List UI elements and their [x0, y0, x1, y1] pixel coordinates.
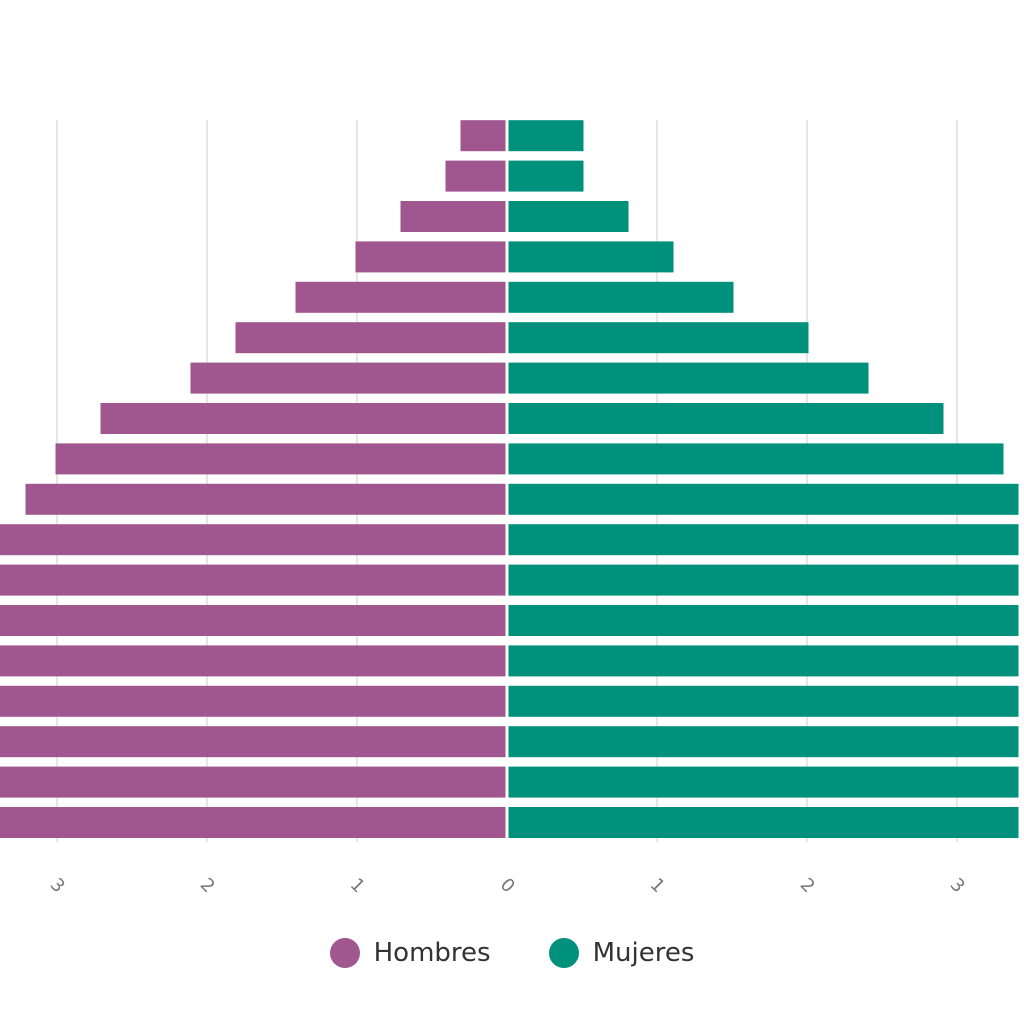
x-tick-label: 3	[46, 874, 69, 897]
bar-hombres[interactable]	[0, 605, 506, 636]
bar-hombres[interactable]	[55, 443, 506, 475]
legend-marker-mujeres	[548, 938, 579, 968]
x-tick-label: 2	[196, 874, 219, 897]
bar-hombres[interactable]	[0, 685, 506, 717]
bar-mujeres[interactable]	[508, 524, 1019, 556]
bar-hombres[interactable]	[295, 281, 506, 313]
bar-mujeres[interactable]	[508, 766, 1019, 798]
bar-mujeres[interactable]	[508, 403, 944, 434]
bar-hombres[interactable]	[0, 564, 506, 596]
legend: Hombres Mujeres	[0, 938, 1024, 968]
legend-item-hombres[interactable]: Hombres	[329, 938, 491, 968]
bar-mujeres[interactable]	[508, 443, 1004, 475]
bar-mujeres[interactable]	[508, 685, 1019, 717]
bar-mujeres[interactable]	[508, 807, 1019, 838]
bar-hombres[interactable]	[445, 160, 506, 192]
bar-hombres[interactable]	[100, 403, 506, 434]
x-tick-label: 2	[796, 874, 819, 897]
bar-hombres[interactable]	[0, 645, 506, 677]
bar-mujeres[interactable]	[508, 645, 1019, 677]
bar-mujeres[interactable]	[508, 201, 629, 232]
bar-mujeres[interactable]	[508, 281, 734, 313]
bar-hombres[interactable]	[0, 766, 506, 798]
x-tick-label: 1	[646, 874, 669, 897]
bar-mujeres[interactable]	[508, 605, 1019, 636]
bar-hombres[interactable]	[460, 120, 506, 152]
bar-mujeres[interactable]	[508, 322, 809, 354]
legend-item-mujeres[interactable]: Mujeres	[548, 938, 695, 968]
bar-hombres[interactable]	[25, 483, 506, 515]
bar-hombres[interactable]	[355, 241, 506, 273]
bar-mujeres[interactable]	[508, 564, 1019, 596]
legend-label-mujeres: Mujeres	[592, 938, 695, 968]
bar-hombres[interactable]	[235, 322, 506, 354]
bar-hombres[interactable]	[0, 807, 506, 838]
bar-hombres[interactable]	[400, 201, 506, 232]
bar-mujeres[interactable]	[508, 160, 584, 192]
bar-hombres[interactable]	[0, 524, 506, 556]
bar-mujeres[interactable]	[508, 120, 584, 152]
bar-mujeres[interactable]	[508, 726, 1019, 758]
legend-marker-hombres	[329, 938, 360, 968]
legend-label-hombres: Hombres	[373, 938, 491, 968]
bar-mujeres[interactable]	[508, 362, 869, 394]
bar-mujeres[interactable]	[508, 241, 674, 273]
bar-hombres[interactable]	[0, 726, 506, 758]
bar-mujeres[interactable]	[508, 483, 1019, 515]
x-tick-label: 1	[346, 874, 369, 897]
x-tick-label: 0	[496, 874, 519, 897]
x-tick-label: 3	[946, 874, 969, 897]
bar-hombres[interactable]	[190, 362, 506, 394]
